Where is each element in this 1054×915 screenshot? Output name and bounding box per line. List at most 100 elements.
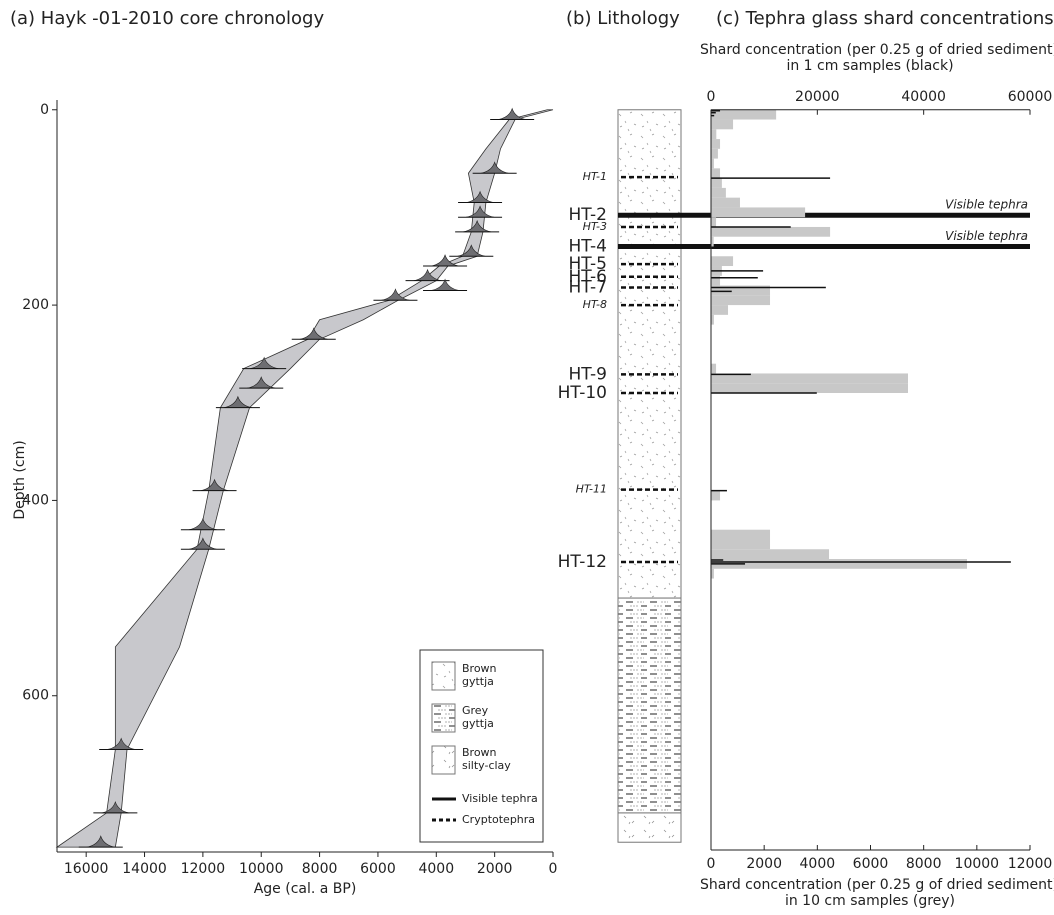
tephra-note: Visible tephra [945,198,1028,212]
legend-label: Brown gyttja [462,662,497,688]
dated-sample [107,737,136,750]
dated-sample [480,161,509,174]
grey-bar [711,226,831,237]
grey-bar [711,256,734,267]
panel-a-title: (a) Hayk -01-2010 core chronology [10,8,324,29]
x-tick-label: 12000 [1008,856,1053,872]
x-tick-label: 16000 [64,861,109,877]
tephra-label: HT-5 [568,254,607,274]
x-tick-label: 6000 [853,856,889,872]
dated-sample [250,356,279,369]
grey-bar [711,158,714,169]
dated-sample [498,107,527,120]
tephra-label: HT-6 [568,267,607,287]
dated-sample [223,395,252,408]
lithology-unit [617,597,682,814]
x-tick-label: 10000 [239,861,284,877]
bottom-axis-label: Shard concentration (per 0.25 g of dried… [700,877,1054,909]
legend-label: Visible tephra [462,792,538,805]
legend-swatch [431,703,456,733]
grey-bar [711,305,729,315]
grey-bar [711,148,718,159]
grey-bar [711,139,721,149]
grey-bar [711,295,771,306]
panel-b-title: (b) Lithology [566,8,680,29]
dated-sample [299,327,328,340]
tephra-label: HT-10 [558,383,607,403]
lithology-unit [617,812,682,843]
legend-swatch [431,661,456,691]
grey-bar [711,119,734,130]
tephra-label: HT-9 [568,364,607,384]
grey-bar [711,373,908,384]
dated-sample [466,190,495,203]
y-tick-label: 600 [22,688,49,704]
x-tick-label: 10000 [955,856,1000,872]
grey-bar [711,236,714,247]
grey-bar [711,109,777,120]
dated-sample [430,278,460,291]
panel-c-title: (c) Tephra glass shard concentrations [716,8,1054,29]
x-tick-label: 0 [707,856,716,872]
x-tick-label: 12000 [181,861,226,877]
tephra-label: HT-7 [568,278,607,298]
x-axis-label: Age (cal. a BP) [254,881,357,897]
x-tick-label: 14000 [122,861,167,877]
grey-bar [711,275,721,286]
legend-label: Brown silty-clay [462,746,511,772]
y-axis-label: Depth (cm) [12,440,28,519]
dated-sample [457,244,486,257]
grey-bar [711,178,722,188]
grey-bar [711,559,967,569]
y-tick-label: 400 [22,492,49,508]
tephra-label: HT-2 [568,205,607,225]
grey-bar [711,197,740,208]
grey-bar [711,314,714,325]
top-axis-label: Shard concentration (per 0.25 g of dried… [700,42,1054,74]
legend-swatch [431,745,456,775]
tephra-label: HT-3 [583,220,607,233]
grey-bar [711,529,771,540]
dated-sample [101,800,130,814]
tephra-label: HT-1 [583,170,607,183]
x-tick-label: 2000 [477,861,513,877]
x-tick-label: 2000 [746,856,782,872]
y-tick-label: 0 [40,102,49,118]
grey-bar [711,285,771,296]
dated-sample [463,219,492,233]
x-tick-label: 8000 [906,856,942,872]
dated-sample [381,288,410,301]
x2-tick-label: 60000 [1008,89,1053,105]
dated-sample [413,268,442,281]
tephra-label: HT-11 [576,483,607,496]
tephra-label: HT-12 [558,552,607,572]
grey-bar [711,363,717,374]
grey-bar [711,539,771,550]
dated-sample [200,478,229,491]
x-tick-label: 4000 [418,861,454,877]
dated-sample [430,254,460,267]
grey-bar [711,129,717,140]
grey-bar [711,207,806,218]
tephra-label: HT-8 [583,298,607,311]
lithology-unit [617,109,682,599]
tephra-label: HT-4 [568,236,607,256]
grey-bar [711,383,908,393]
x2-tick-label: 20000 [795,89,840,105]
dated-sample [466,205,495,218]
x-tick-label: 0 [549,861,558,877]
x-tick-label: 8000 [302,861,338,877]
x2-tick-label: 40000 [901,89,946,105]
grey-bar [711,549,830,560]
x-tick-label: 4000 [800,856,836,872]
legend-label: Cryptotephra [462,813,535,826]
x2-tick-label: 0 [707,89,716,105]
grey-bar [711,187,726,198]
dated-sample [188,517,217,531]
grey-bar [711,217,717,227]
dated-sample [188,537,217,550]
grey-bar [711,568,714,579]
legend-label: Grey gyttja [462,704,494,730]
